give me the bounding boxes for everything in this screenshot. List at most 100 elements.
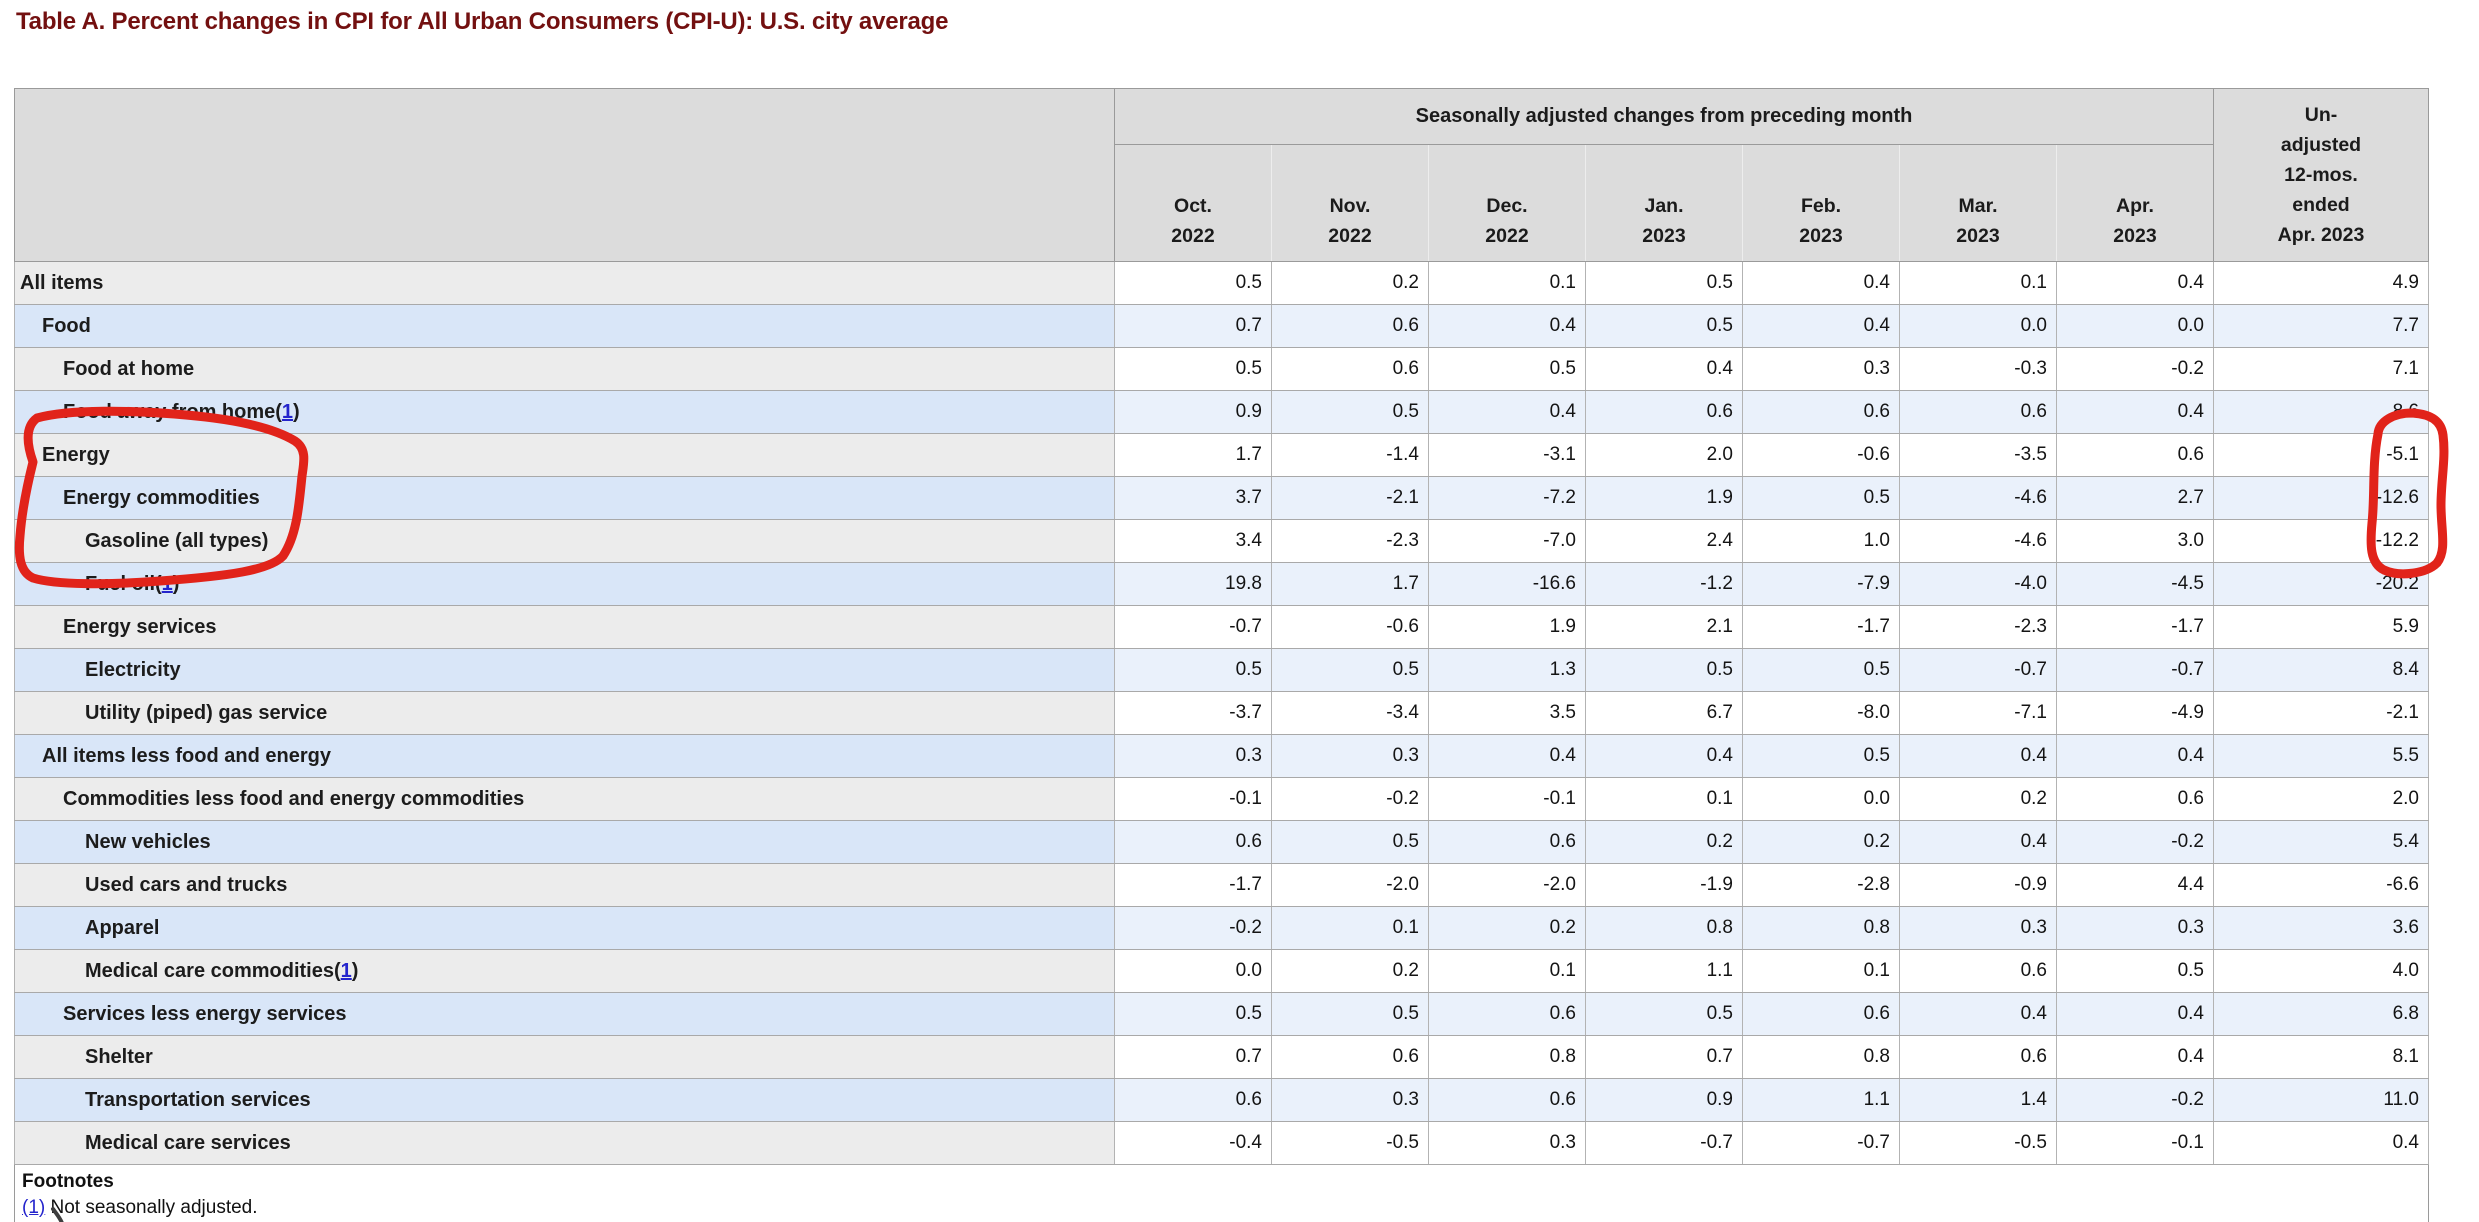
value-cell: -0.1: [2056, 1121, 2214, 1165]
row-label: New vehicles: [85, 830, 211, 853]
table-row: All items 0.5 0.2 0.1 0.5 0.4 0.1 0.4 4.9: [14, 261, 2429, 305]
table-row: Energy commodities 3.7 -2.1 -7.2 1.9 0.5 -4.6 2…: [14, 476, 2429, 520]
value-cell: 1.0: [1742, 519, 1900, 563]
unadjusted-value-cell: 5.5: [2213, 734, 2429, 778]
unadjusted-value-cell: 8.4: [2213, 648, 2429, 692]
table-header: Seasonally adjusted changes from precedi…: [14, 88, 2429, 262]
table-row: Energy 1.7 -1.4 -3.1 2.0 -0.6 -3.5 0.6 -5.1: [14, 433, 2429, 477]
row-label: Energy commodities: [63, 486, 260, 509]
unadjusted-value-cell: -12.6: [2213, 476, 2429, 520]
value-cell: 0.5: [1271, 992, 1429, 1036]
value-cell: -0.7: [2056, 648, 2214, 692]
value-cell: 2.0: [1585, 433, 1743, 477]
value-cell: 0.4: [1742, 304, 1900, 348]
row-label: Medical care services: [85, 1131, 291, 1154]
table-row: New vehicles 0.6 0.5 0.6 0.2 0.2 0.4 -0.2 5.4: [14, 820, 2429, 864]
value-cell: 1.7: [1114, 433, 1272, 477]
value-cell: -4.9: [2056, 691, 2214, 735]
value-cell: 0.1: [1428, 949, 1586, 993]
column-header-dec-2022: Dec. 2022: [1428, 144, 1586, 262]
value-cell: 0.5: [1271, 648, 1429, 692]
unadjusted-value-cell: 5.9: [2213, 605, 2429, 649]
footnote-ref-link[interactable]: 1: [161, 572, 173, 595]
row-label: Used cars and trucks: [85, 873, 288, 896]
value-cell: -0.2: [2056, 347, 2214, 391]
row-label-cell: Shelter: [14, 1035, 1115, 1079]
row-label-cell: All items: [14, 261, 1115, 305]
value-cell: 0.4: [2056, 992, 2214, 1036]
value-cell: 0.4: [2056, 390, 2214, 434]
value-cell: 1.9: [1585, 476, 1743, 520]
table-row: Fuel oil(1) 19.8 1.7 -16.6 -1.2 -7.9 -4.0 -4.5-…: [14, 562, 2429, 606]
value-cell: 0.5: [1585, 261, 1743, 305]
table-row: Used cars and trucks -1.7 -2.0 -2.0 -1.9 -2.8…: [14, 863, 2429, 907]
footnote-1-link[interactable]: (1): [22, 1197, 46, 1218]
column-header-oct-2022: Oct. 2022: [1114, 144, 1272, 262]
value-cell: -3.4: [1271, 691, 1429, 735]
value-cell: 0.0: [2056, 304, 2214, 348]
value-cell: -1.4: [1271, 433, 1429, 477]
value-cell: 0.3: [2056, 906, 2214, 950]
footnote-ref-link[interactable]: 1: [281, 400, 294, 423]
value-cell: 0.7: [1114, 304, 1272, 348]
value-cell: -4.5: [2056, 562, 2214, 606]
value-cell: 0.3: [1899, 906, 2057, 950]
value-cell: 0.5: [1271, 390, 1429, 434]
value-cell: 0.4: [1899, 992, 2057, 1036]
footnote-ref-link[interactable]: 1: [340, 959, 352, 982]
table-row: Food at home 0.5 0.6 0.5 0.4 0.3 -0.3 -0.2 7.1: [14, 347, 2429, 391]
value-cell: 0.5: [1271, 820, 1429, 864]
unadjusted-value-cell: 11.0: [2213, 1078, 2429, 1122]
value-cell: 0.5: [1114, 261, 1272, 305]
value-cell: 0.4: [1428, 734, 1586, 778]
value-cell: -0.7: [1899, 648, 2057, 692]
row-label-cell: Fuel oil(1): [14, 562, 1115, 606]
table-row: Utility (piped) gas service -3.7 -3.4 3.5 6.…: [14, 691, 2429, 735]
row-label-cell: Food at home: [14, 347, 1115, 391]
value-cell: 0.1: [1585, 777, 1743, 821]
value-cell: 0.4: [2056, 261, 2214, 305]
footnote-line: (1) Not seasonally adjusted.: [22, 1197, 2428, 1219]
row-label: All items: [20, 271, 104, 294]
row-label: Fuel oil: [85, 572, 155, 595]
row-label-cell: New vehicles: [14, 820, 1115, 864]
unadjusted-value-cell: 5.4: [2213, 820, 2429, 864]
value-cell: 0.3: [1428, 1121, 1586, 1165]
value-cell: 0.0: [1114, 949, 1272, 993]
table-body: All items 0.5 0.2 0.1 0.5 0.4 0.1 0.4 4.9 Food 0.7…: [14, 261, 2429, 1165]
value-cell: 0.5: [1585, 992, 1743, 1036]
row-label: Shelter: [85, 1045, 153, 1068]
row-label: Apparel: [85, 916, 160, 939]
value-cell: 6.7: [1585, 691, 1743, 735]
row-label: Transportation services: [85, 1088, 311, 1111]
month-header-row: Oct. 2022 Nov. 2022 Dec. 2022 Jan. 2023 …: [15, 144, 2429, 262]
row-label-cell: Services less energy services: [14, 992, 1115, 1036]
value-cell: 0.6: [1271, 347, 1429, 391]
value-cell: 0.6: [1899, 390, 2057, 434]
value-cell: 0.5: [1585, 304, 1743, 348]
row-label-cell: All items less food and energy: [14, 734, 1115, 778]
table-row: Energy services -0.7 -0.6 1.9 2.1 -1.7 -2.3 -1.…: [14, 605, 2429, 649]
row-label: Food away from home: [63, 400, 276, 423]
value-cell: 0.9: [1114, 390, 1272, 434]
value-cell: 1.1: [1585, 949, 1743, 993]
value-cell: 0.8: [1742, 1035, 1900, 1079]
row-label-cell: Used cars and trucks: [14, 863, 1115, 907]
value-cell: 0.5: [1114, 347, 1272, 391]
value-cell: 0.5: [1742, 648, 1900, 692]
column-header-mar-2023: Mar. 2023: [1899, 144, 2057, 262]
value-cell: 0.5: [1428, 347, 1586, 391]
row-label: Food at home: [63, 357, 195, 380]
value-cell: 3.5: [1428, 691, 1586, 735]
value-cell: 0.6: [1899, 949, 2057, 993]
value-cell: 0.4: [2056, 734, 2214, 778]
row-label-cell: Apparel: [14, 906, 1115, 950]
row-label-cell: Commodities less food and energy commodi…: [14, 777, 1115, 821]
row-label: Energy: [42, 443, 110, 466]
value-cell: -3.7: [1114, 691, 1272, 735]
value-cell: 0.6: [2056, 777, 2214, 821]
value-cell: 0.2: [1899, 777, 2057, 821]
value-cell: 0.4: [1899, 734, 2057, 778]
value-cell: 0.6: [1428, 992, 1586, 1036]
value-cell: 0.7: [1585, 1035, 1743, 1079]
